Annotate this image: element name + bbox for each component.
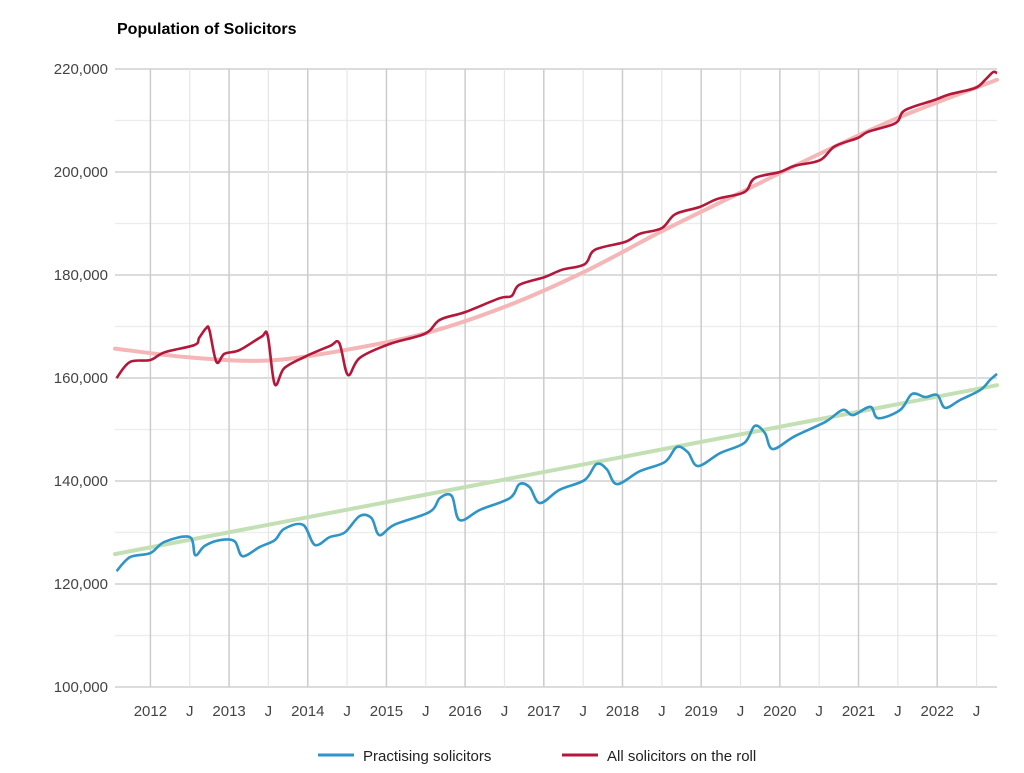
x-tick-label: J	[343, 703, 351, 720]
x-tick-label: J	[265, 703, 273, 720]
x-tick-label: 2021	[842, 703, 875, 720]
x-tick-label: 2020	[763, 703, 796, 720]
y-tick-label: 200,000	[54, 164, 108, 181]
x-axis: 2012 J 2013 J 2014 J 2015 J 2016 J 2017 J 2018 J 2019 J…	[134, 703, 981, 720]
y-tick-label: 120,000	[54, 576, 108, 593]
y-tick-label: 160,000	[54, 370, 108, 387]
x-tick-label: J	[422, 703, 430, 720]
y-axis: 100,000 120,000 140,000 160,000 180,000 200,0…	[54, 61, 108, 696]
x-tick-label: J	[501, 703, 509, 720]
legend: Practising solicitors All solicitors on …	[318, 748, 756, 765]
y-tick-label: 180,000	[54, 267, 108, 284]
y-tick-label: 220,000	[54, 61, 108, 78]
series-line-practising	[115, 372, 998, 572]
x-tick-label: 2012	[134, 703, 167, 720]
trendline-all-on-roll	[113, 77, 999, 363]
legend-label-all-on-roll: All solicitors on the roll	[607, 748, 756, 765]
trendlines	[113, 77, 999, 557]
series-line-all-on-roll	[115, 70, 998, 387]
x-tick-label: J	[815, 703, 823, 720]
y-tick-label: 140,000	[54, 473, 108, 490]
x-tick-label: 2022	[921, 703, 954, 720]
series-lines	[115, 70, 998, 572]
x-tick-label: J	[894, 703, 902, 720]
chart-title: Population of Solicitors	[117, 21, 297, 38]
x-tick-label: J	[973, 703, 981, 720]
x-tick-label: 2013	[212, 703, 245, 720]
x-tick-label: 2016	[448, 703, 481, 720]
trendline-practising	[113, 383, 999, 557]
x-tick-label: 2015	[370, 703, 403, 720]
grid	[115, 68, 997, 688]
x-tick-label: J	[186, 703, 194, 720]
x-tick-label: 2019	[684, 703, 717, 720]
legend-label-practising: Practising solicitors	[363, 748, 491, 765]
x-tick-label: J	[658, 703, 666, 720]
y-tick-label: 100,000	[54, 679, 108, 696]
x-tick-label: J	[579, 703, 587, 720]
x-tick-label: 2018	[606, 703, 639, 720]
x-tick-label: 2014	[291, 703, 324, 720]
legend-item-practising[interactable]: Practising solicitors	[318, 748, 491, 765]
x-tick-label: 2017	[527, 703, 560, 720]
legend-item-all-on-roll[interactable]: All solicitors on the roll	[562, 748, 756, 765]
x-tick-label: J	[737, 703, 745, 720]
